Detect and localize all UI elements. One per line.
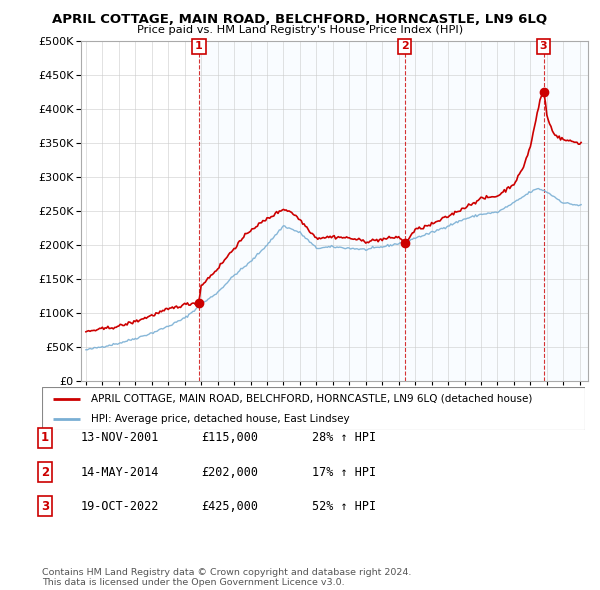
Bar — [544, 41, 588, 381]
Text: APRIL COTTAGE, MAIN ROAD, BELCHFORD, HORNCASTLE, LN9 6LQ (detached house): APRIL COTTAGE, MAIN ROAD, BELCHFORD, HOR… — [91, 394, 532, 404]
Text: 1: 1 — [195, 41, 203, 51]
Text: 2: 2 — [41, 466, 49, 478]
Text: £202,000: £202,000 — [201, 466, 258, 478]
Text: 17% ↑ HPI: 17% ↑ HPI — [312, 466, 376, 478]
Text: 19-OCT-2022: 19-OCT-2022 — [81, 500, 160, 513]
Text: 52% ↑ HPI: 52% ↑ HPI — [312, 500, 376, 513]
Text: APRIL COTTAGE, MAIN ROAD, BELCHFORD, HORNCASTLE, LN9 6LQ: APRIL COTTAGE, MAIN ROAD, BELCHFORD, HOR… — [52, 13, 548, 26]
Text: 14-MAY-2014: 14-MAY-2014 — [81, 466, 160, 478]
Text: 3: 3 — [41, 500, 49, 513]
Text: £115,000: £115,000 — [201, 431, 258, 444]
Text: Price paid vs. HM Land Registry's House Price Index (HPI): Price paid vs. HM Land Registry's House … — [137, 25, 463, 35]
Bar — [199, 41, 405, 381]
Text: Contains HM Land Registry data © Crown copyright and database right 2024.
This d: Contains HM Land Registry data © Crown c… — [42, 568, 412, 587]
Text: 1: 1 — [41, 431, 49, 444]
Text: £425,000: £425,000 — [201, 500, 258, 513]
Text: 13-NOV-2001: 13-NOV-2001 — [81, 431, 160, 444]
Text: HPI: Average price, detached house, East Lindsey: HPI: Average price, detached house, East… — [91, 414, 349, 424]
Text: 2: 2 — [401, 41, 409, 51]
Text: 3: 3 — [540, 41, 547, 51]
Bar — [405, 41, 544, 381]
Text: 28% ↑ HPI: 28% ↑ HPI — [312, 431, 376, 444]
